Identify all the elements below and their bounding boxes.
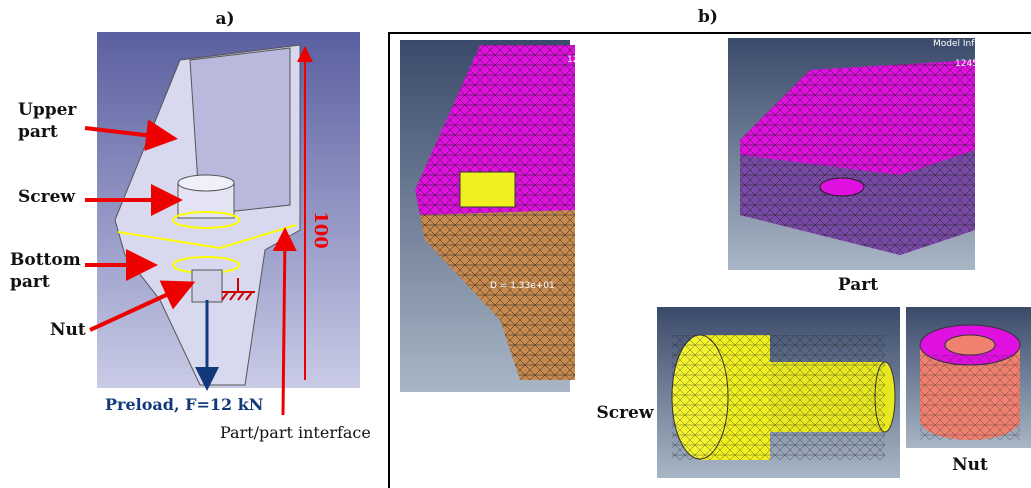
panel-label: b)	[698, 7, 718, 27]
load-text: D = 1.33e+01	[490, 281, 555, 291]
mesh-lines	[740, 60, 975, 255]
mesh-lines	[672, 335, 885, 460]
node-id: 12456	[955, 59, 984, 69]
panel-a: a) 100 Upper part Screw Bottom part Nut …	[10, 9, 371, 442]
callout: Screw	[18, 187, 75, 207]
preload-label: Preload, F=12 kN	[105, 395, 263, 414]
callout: Upper	[18, 100, 77, 120]
part-wall	[189, 47, 291, 216]
nut	[191, 269, 223, 303]
mesh-hole	[819, 177, 865, 197]
nut-hole	[944, 334, 996, 356]
interface-line	[117, 224, 297, 250]
mesh-lines	[920, 355, 1020, 440]
mesh-screw	[459, 171, 516, 208]
callout: part	[10, 272, 50, 292]
callout: part	[18, 122, 58, 142]
node-id: 12456	[567, 55, 596, 65]
interface-label: Part/part interface	[220, 423, 371, 442]
screw-head	[177, 174, 235, 192]
nut-label: Nut	[952, 455, 988, 475]
callout: Nut	[50, 320, 86, 340]
contact-ring	[172, 211, 240, 229]
part-label: Part	[838, 275, 878, 295]
mesh-lines	[415, 45, 575, 380]
arrow	[272, 227, 297, 416]
support	[221, 278, 255, 301]
panel-b: b) 12456 D = 1.33e+01 Model Info: F:/4 1…	[388, 7, 1031, 488]
panel-frame	[388, 32, 1031, 488]
model-info: Model Info: F:/4	[933, 39, 1002, 49]
callout: Bottom	[10, 250, 81, 270]
dimension: 100	[310, 211, 331, 249]
panel-label: a)	[215, 9, 234, 29]
screw-label: Screw	[596, 403, 653, 423]
arrow	[84, 119, 178, 152]
arrow	[89, 280, 196, 332]
